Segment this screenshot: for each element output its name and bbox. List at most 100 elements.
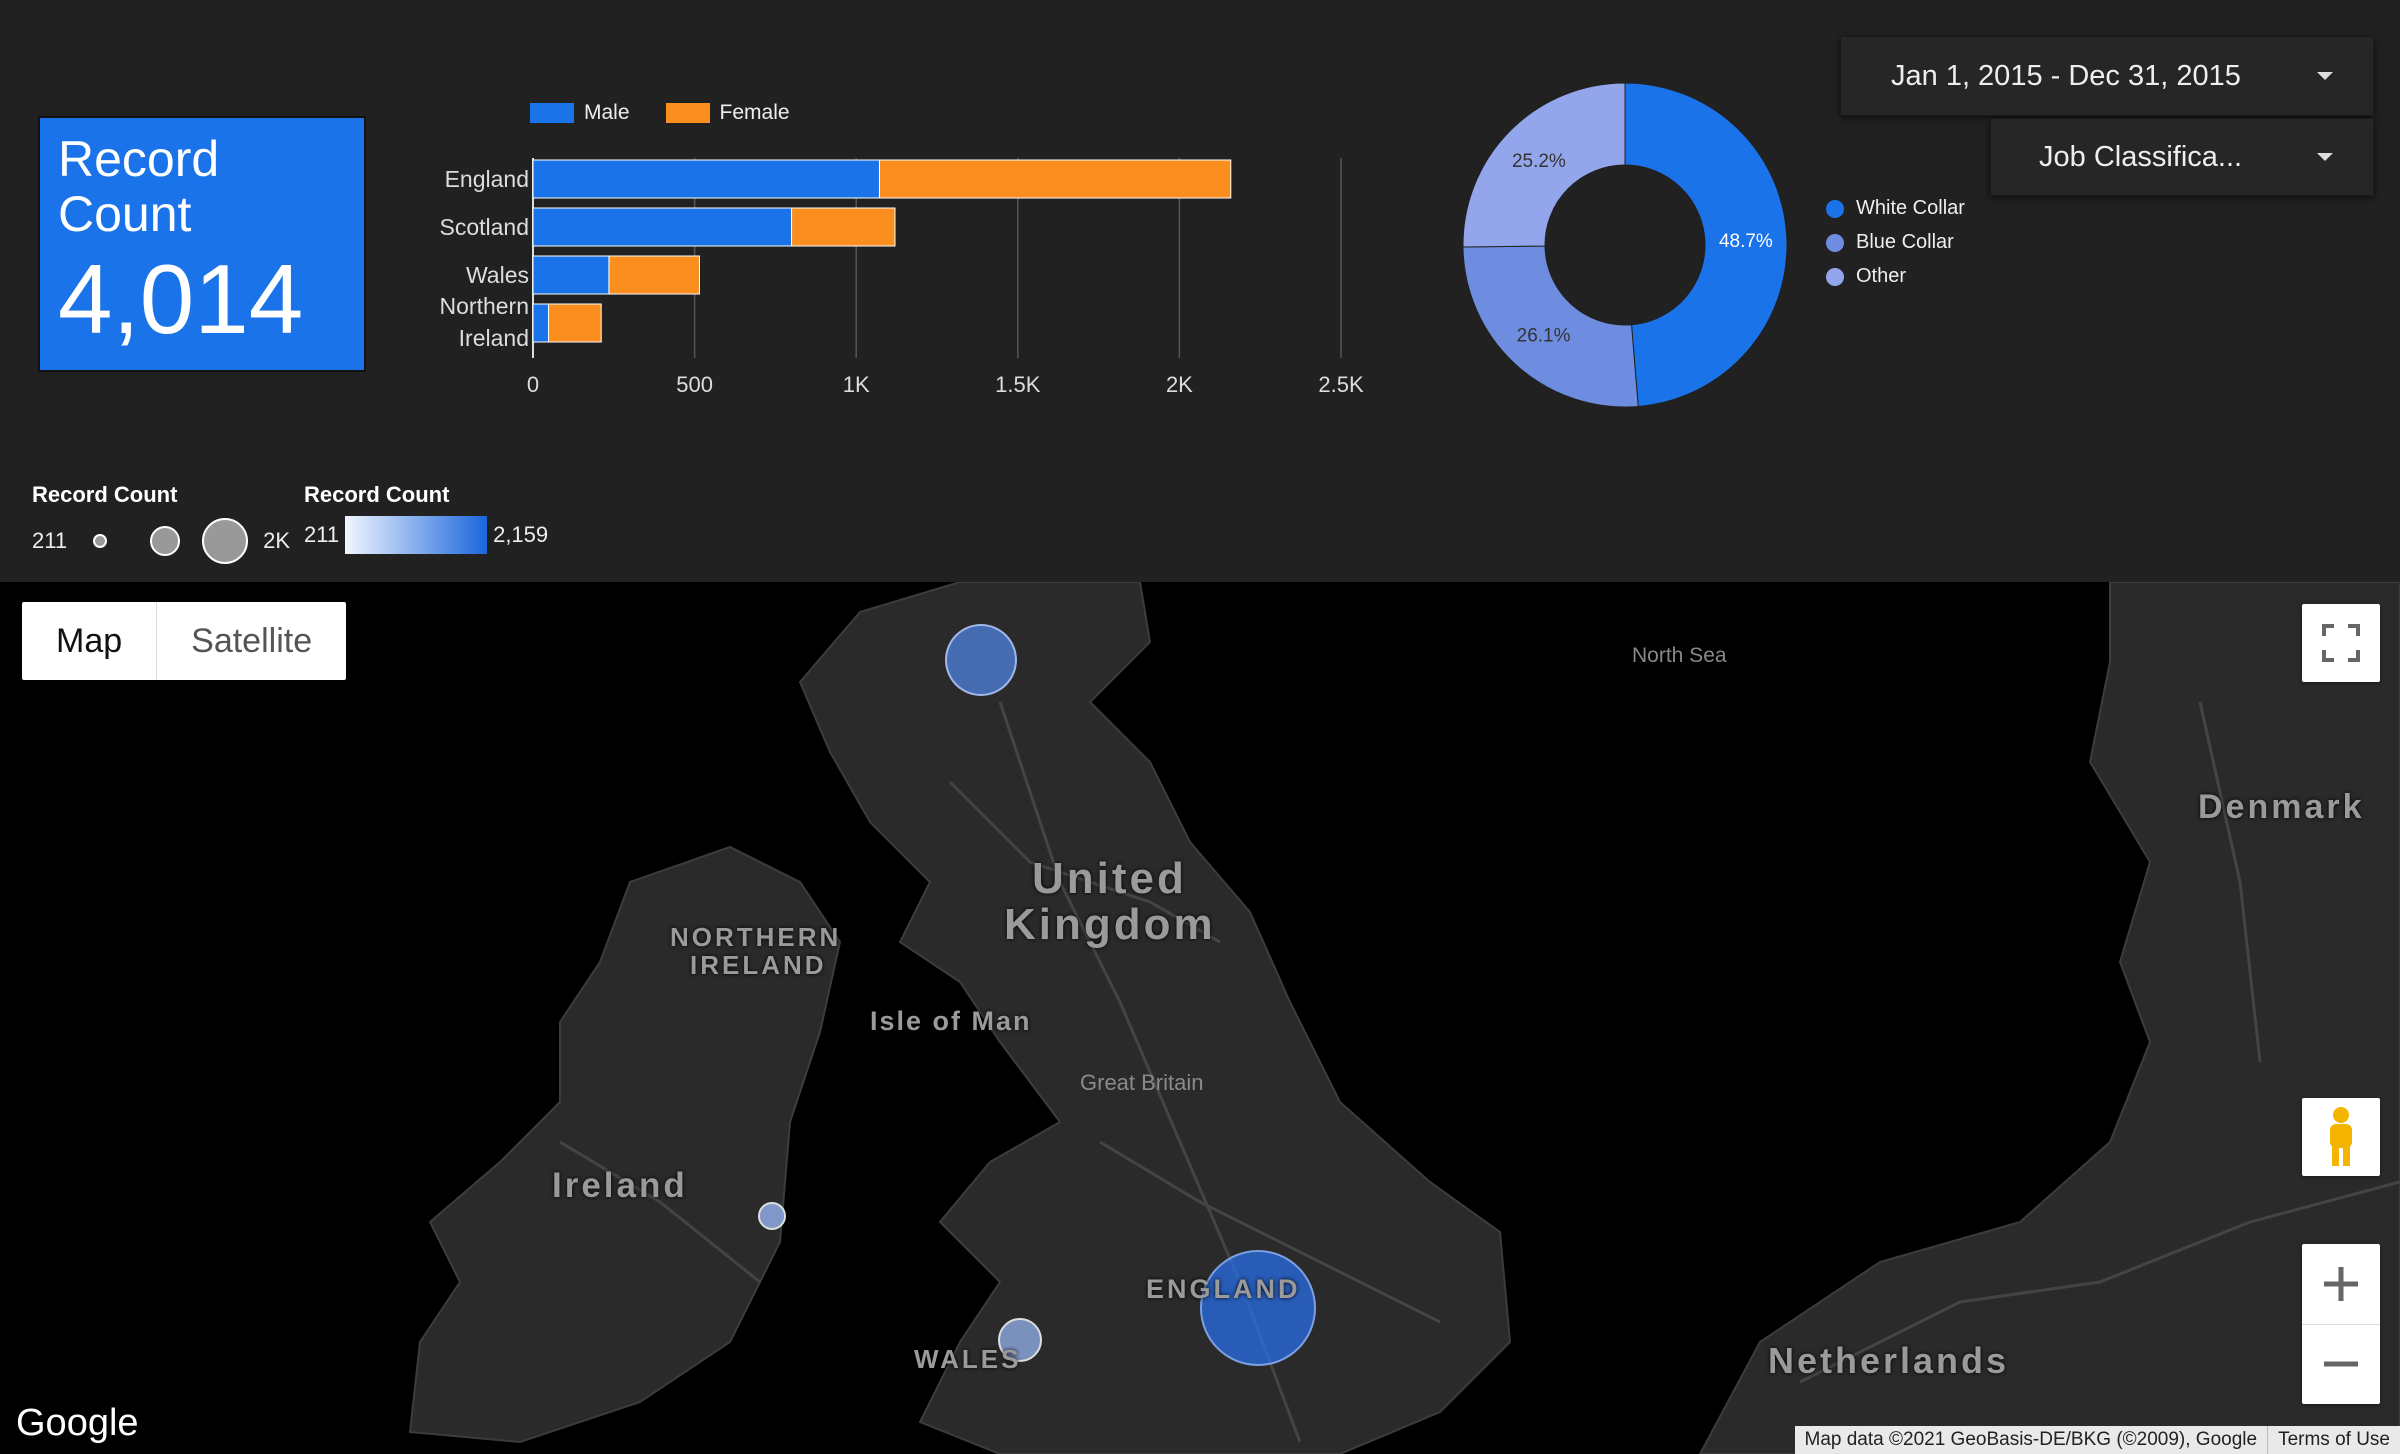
x-tick-label: 1K (843, 372, 870, 397)
size-legend-title: Record Count (32, 482, 178, 507)
bar-female-scotland (791, 207, 896, 247)
label-denmark: Denmark (2198, 788, 2365, 826)
donut-value-label: 25.2% (1512, 151, 1566, 172)
size-legend-large-circle (202, 518, 249, 564)
job-classification-filter[interactable]: Job Classifica... (1990, 118, 2374, 196)
color-legend-scale: 211 2,159 (304, 516, 548, 554)
bar-chart[interactable]: 0 500 1K 1.5K 2K 2.5K England Scotland Wales Nort… (400, 140, 1400, 410)
size-legend-small-circle (93, 534, 108, 548)
category-label: Wales (466, 262, 529, 288)
donut-legend: White Collar Blue Collar Other (1826, 197, 1965, 299)
legend-label: Other (1856, 265, 1907, 287)
bar-male-scotland (532, 207, 793, 247)
bar-male-england (532, 159, 880, 199)
x-tick-label: 1.5K (995, 372, 1041, 397)
map-type-map-button[interactable]: Map (22, 602, 158, 680)
label-england: ENGLAND (1146, 1274, 1301, 1304)
donut-legend-blue-collar[interactable]: Blue Collar (1826, 231, 1965, 254)
label-ni-line2: IRELAND (690, 950, 827, 980)
date-range-value: Jan 1, 2015 - Dec 31, 2015 (1891, 59, 2241, 92)
donut-legend-white-collar[interactable]: White Collar (1826, 197, 1965, 220)
continent-landmass (1698, 582, 2400, 1454)
legend-label-male: Male (584, 101, 630, 124)
size-legend-scale: 211 2K (32, 516, 290, 566)
donut-legend-other[interactable]: Other (1826, 265, 1965, 288)
google-logo: Google (16, 1402, 139, 1444)
color-legend-title: Record Count (304, 482, 450, 507)
bubble-england[interactable] (1200, 1250, 1316, 1366)
x-tick-label: 2.5K (1318, 372, 1364, 397)
legend-label-female: Female (719, 101, 790, 124)
label-ni-line1: NORTHERN (670, 922, 842, 952)
job-filter-value: Job Classifica... (2039, 140, 2243, 173)
pegman-icon (2330, 1107, 2352, 1166)
map-canvas[interactable] (0, 582, 2400, 1454)
color-legend-min: 211 (304, 522, 340, 547)
bar-female-england (878, 159, 1232, 199)
street-view-button[interactable] (2302, 1098, 2380, 1176)
category-label: Scotland (439, 214, 529, 240)
label-north-sea: North Sea (1632, 644, 1727, 667)
label-uk-line2: Kingdom (1004, 900, 1216, 949)
zoom-in-icon (2324, 1267, 2358, 1301)
legend-item-male[interactable]: Male (530, 101, 630, 125)
legend-label: White Collar (1856, 197, 1965, 219)
map-type-satellite-button[interactable]: Satellite (191, 621, 313, 660)
bubble-wales[interactable] (998, 1318, 1042, 1362)
category-label: Northern (440, 293, 529, 319)
donut-chart[interactable]: 48.7% 26.1% 25.2% (1450, 70, 1800, 420)
label-wales: WALES (914, 1344, 1022, 1374)
label-uk-line1: United (1032, 854, 1187, 903)
ireland-landmass (408, 845, 842, 1444)
bar-chart-legend: Male Female (530, 101, 790, 125)
zoom-in-button[interactable] (2302, 1244, 2380, 1325)
map[interactable]: North Sea Denmark United Kingdom NORTHER… (0, 582, 2400, 1454)
size-legend-min: 211 (32, 528, 68, 553)
color-legend: Record Count 211 2,159 (304, 482, 548, 554)
bar-male-wales (532, 255, 610, 295)
category-label: England (445, 166, 529, 192)
bar-male-northern-ireland (532, 303, 550, 343)
map-type-toggle[interactable]: Map Satellite (22, 602, 347, 680)
great-britain-landmass (798, 582, 1512, 1454)
legend-item-female[interactable]: Female (665, 101, 790, 125)
x-tick-label: 0 (527, 372, 539, 397)
date-range-control[interactable]: Jan 1, 2015 - Dec 31, 2015 (1840, 36, 2374, 116)
donut-value-label: 48.7% (1719, 231, 1773, 252)
donut-slice-white-collar (1624, 82, 1788, 407)
color-legend-gradient (345, 516, 488, 554)
color-legend-max: 2,159 (493, 522, 549, 547)
terms-of-use-link[interactable]: Terms of Use (2267, 1426, 2400, 1454)
scorecard-value: 4,014 (58, 244, 304, 354)
zoom-out-icon (2324, 1361, 2358, 1367)
bar-female-northern-ireland (548, 303, 602, 343)
zoom-control (2302, 1244, 2380, 1404)
scorecard: Record Count 4,014 (38, 116, 366, 372)
x-tick-label: 2K (1166, 372, 1193, 397)
size-legend: Record Count 211 2K (32, 482, 290, 566)
bar-female-wales (608, 255, 700, 295)
map-attribution-bar: Map data ©2021 GeoBasis-DE/BKG (©2009), … (1794, 1426, 2400, 1454)
bubble-northern-ireland[interactable] (758, 1202, 786, 1230)
chevron-down-icon (2317, 153, 2333, 161)
fullscreen-icon (2322, 624, 2360, 662)
label-netherlands: Netherlands (1768, 1340, 2010, 1381)
label-great-britain: Great Britain (1080, 1070, 1204, 1095)
label-ireland: Ireland (552, 1166, 688, 1205)
scorecard-title: Record Count (58, 131, 220, 242)
size-legend-circles (93, 518, 249, 564)
size-legend-max: 2K (263, 528, 290, 553)
zoom-out-button[interactable] (2302, 1325, 2380, 1403)
donut-slice-other (1462, 82, 1626, 248)
chevron-down-icon (2317, 72, 2333, 80)
donut-slice-blue-collar (1462, 245, 1639, 408)
legend-dot (1826, 233, 1844, 252)
bubble-scotland[interactable] (945, 624, 1017, 696)
x-tick-label: 500 (676, 372, 713, 397)
legend-label: Blue Collar (1856, 231, 1954, 253)
category-label: Ireland (459, 325, 529, 351)
legend-swatch-female (665, 103, 710, 123)
fullscreen-button[interactable] (2302, 604, 2380, 682)
legend-swatch-male (530, 103, 574, 123)
donut-value-label: 26.1% (1517, 325, 1571, 346)
